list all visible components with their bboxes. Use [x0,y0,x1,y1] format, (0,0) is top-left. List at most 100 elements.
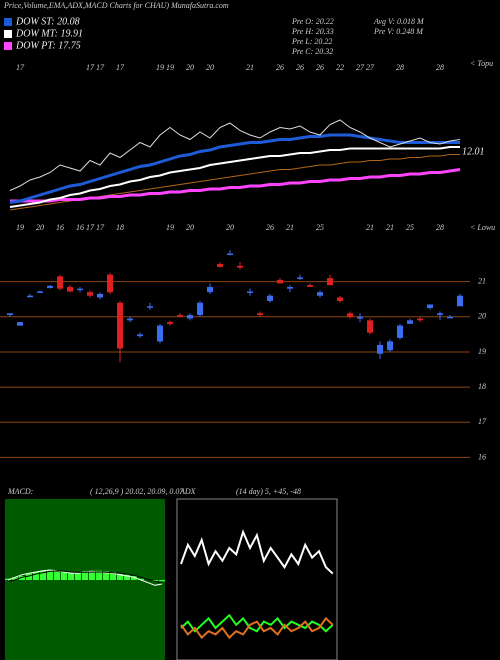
price-info: Pre L: 20.22 [291,37,332,46]
macd-bar [40,570,46,580]
date-label: 20 [226,223,234,232]
macd-bar [68,572,74,580]
candle-body [17,322,23,326]
ema-line [10,168,461,203]
date-label: 25 [406,223,414,232]
candle-body [307,285,313,287]
date-label: 17 [16,63,25,72]
chart-title: Price,Volume,EMA,ADX,MACD Charts for CHA… [3,1,229,10]
date-label: 17 [96,223,105,232]
y-tick-label: 20 [478,312,486,321]
adx-params: (14 day) 5, +45, -48 [236,487,301,496]
candle-body [107,274,113,293]
date-label: 28 [436,63,444,72]
date-label: 27 [356,63,365,72]
date-label: 22 [336,63,344,72]
macd-bar [110,572,116,580]
macd-bar [96,570,102,580]
macd-params: ( 12,26,9 ) 20.02, 20.09, 0.07 [90,487,184,496]
candle-body [217,264,223,267]
candle-body [87,292,93,296]
ema-line [9,133,460,204]
legend-swatch [4,18,12,26]
legend-label: DOW ST: 20.08 [15,16,80,27]
candle-body [267,295,273,301]
date-label: 17 [86,63,95,72]
candle-body [457,295,463,307]
candle-body [77,288,83,291]
candle-body [157,325,163,342]
candle-body [227,253,233,256]
macd-bar [138,578,144,580]
macd-bar [33,572,39,580]
volume-info: Pre V: 0.248 M [373,27,424,36]
candle-body [417,318,423,321]
ema-line [9,119,461,191]
date-label: 26 [296,63,304,72]
date-label: 16 [76,223,84,232]
macd-bar [131,576,137,580]
macd-label: MACD: [7,487,34,496]
y-tick-label: 19 [478,347,486,356]
date-label: 27 [366,63,375,72]
candle-body [387,341,393,351]
date-label: 17 [116,63,125,72]
candle-body [407,320,413,324]
candle-body [427,304,433,309]
y-tick-label: 16 [478,452,486,461]
date-label: 19 [156,63,164,72]
macd-bar [159,580,165,582]
candle-body [317,292,323,296]
macd-line [7,570,163,584]
adx-line [180,616,334,640]
macd-bar [54,570,60,580]
date-label: 18 [116,223,124,232]
adx-label: ADX [179,487,197,496]
macd-bar [47,570,53,580]
candle-body [397,325,403,338]
y-tick-label: 17 [478,417,487,426]
date-label: 17 [96,63,105,72]
macd-bar [26,573,32,580]
macd-bar [124,574,130,580]
macd-bar [89,570,95,580]
candle-body [377,344,383,354]
date-label: 19 [166,63,174,72]
date-label: 20 [186,223,194,232]
candle-body [277,279,283,284]
candle-body [297,277,303,279]
top-label: < Lowu [470,223,495,232]
candle-body [347,313,353,317]
candle-body [237,265,243,268]
candle-body [67,286,73,292]
candle-body [167,322,173,324]
candle-body [97,293,103,298]
price-info: Pre C: 20.32 [291,47,333,56]
macd-bar [61,571,67,580]
macd-bar [152,580,158,582]
price-info: Pre H: 20.33 [291,27,334,36]
macd-bar [19,576,25,580]
ema-line [9,154,460,211]
candle-body [37,291,43,293]
candle-body [127,318,133,321]
candle-body [177,315,183,317]
top-label: < Topu [470,59,493,68]
volume-info: Avg V: 0.018 M [373,17,425,26]
adx-panel [176,498,338,660]
candle-body [7,313,13,316]
date-label: 26 [266,223,274,232]
date-label: 21 [366,223,374,232]
candle-body [437,313,443,316]
candle-body [47,285,53,288]
macd-bar [75,572,81,580]
adx-line [180,529,334,575]
date-label: 21 [246,63,254,72]
legend-label: DOW MT: 19.91 [15,28,83,39]
date-label: 25 [316,223,324,232]
date-label: 26 [316,63,324,72]
candle-body [137,334,143,337]
candle-body [287,286,293,289]
